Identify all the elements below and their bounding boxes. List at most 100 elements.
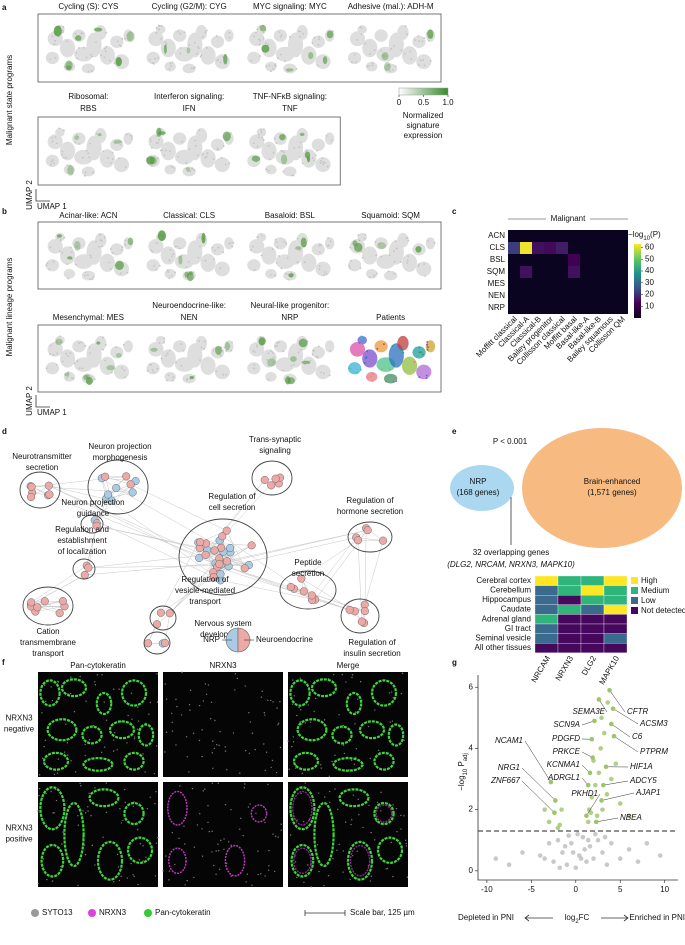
heatmap-cell [508,278,520,290]
umap-signature [55,338,63,346]
nucleus [400,828,402,830]
umap-cell [65,352,68,355]
nucleus [338,843,340,846]
umap-signature [56,234,63,238]
umap-cell-cloud [349,342,366,357]
venn-brain [522,428,682,548]
umap-cell-cloud [374,340,388,353]
umap-signature [287,377,295,385]
nucleus [234,689,236,691]
nucleus [60,865,62,868]
nucleus [156,745,158,747]
heatmap-cell [520,230,532,242]
nucleus [307,704,310,706]
network-node [363,526,372,535]
heatmap-cell [603,575,628,586]
gene-point [560,850,565,855]
umap-title: Classical: CLS [163,211,215,220]
umap-cell [317,43,320,46]
umap-cell [58,127,61,130]
umap-cell [267,364,270,367]
umap-cell [384,55,387,58]
nucleus [146,808,149,810]
colorbar-label: expression [404,131,443,140]
umap-cell-cloud [110,346,124,359]
legend-label: Medium [641,586,670,595]
umap-cell [312,349,315,352]
umap-cell [311,157,314,160]
heatmap-cell [603,585,628,596]
umap-cell [356,39,359,41]
nucleus [165,731,168,734]
venn-nrp [450,465,514,511]
nucleus [57,680,59,683]
cluster-label: transport [32,649,64,658]
network-node [33,603,42,612]
cytokeratin [376,836,404,864]
umap-cell [69,351,72,354]
umap-cell [255,344,258,347]
umap-cell-cloud [362,349,378,368]
umap-cell [76,245,79,248]
panel-label: d [2,427,7,436]
umap-cell [69,246,72,249]
colorbar-label-part: −log [628,230,643,239]
heatmap-cell [616,302,628,314]
umap-cell [274,63,277,65]
network-edge [30,574,85,605]
umap-cell-cloud [173,29,187,42]
umap-cell [262,31,265,34]
x-tick-label: -5 [528,885,536,894]
nucleus [65,723,67,725]
nucleus [201,855,204,857]
umap-cell [124,239,127,242]
nucleus [357,798,359,800]
network-node [27,598,36,607]
umap-signature [307,155,311,163]
nucleus [217,782,219,784]
umap-cell [407,255,410,258]
umap-cell [179,32,182,35]
nucleus [37,810,39,812]
nucleus [199,813,201,815]
heatmap-cell [520,302,532,314]
annotation-leader [612,708,639,725]
umap-cell [217,246,220,249]
network-node [247,541,256,550]
umap-cell [193,41,196,44]
nucleus [328,775,331,777]
umap-cell [56,352,58,355]
colorbar-tick-label: 20 [645,290,654,299]
umap-cell [61,360,64,363]
nucleus [395,807,398,810]
nucleus [350,823,352,826]
network-edge [364,528,367,612]
umap-cell [373,49,376,52]
umap-cell [278,255,280,257]
umap-cell [330,139,333,142]
umap-cell [403,52,406,55]
set-count: (168 genes) [457,488,500,497]
umap-cell-cloud [155,25,166,34]
umap-cell [367,376,369,379]
umap-cell [326,165,329,168]
nucleus [213,747,216,750]
nucleus [204,683,207,685]
umap-cell-cloud [273,29,288,42]
umap-cell [299,35,301,38]
umap-cell [88,352,91,355]
umap-cell [282,350,285,353]
nucleus [309,721,312,723]
gene-point [564,862,570,868]
row-label: Caudate [501,605,532,614]
umap-signature [93,27,103,32]
column-title: Merge [337,661,360,670]
umap-cell [170,274,173,277]
umap-cell [86,373,88,376]
umap-cell [394,240,397,243]
umap-signature [156,127,162,137]
heatmap-cell [592,242,604,254]
umap-cell [84,274,86,277]
nucleus [41,712,43,714]
nucleus [275,771,278,774]
